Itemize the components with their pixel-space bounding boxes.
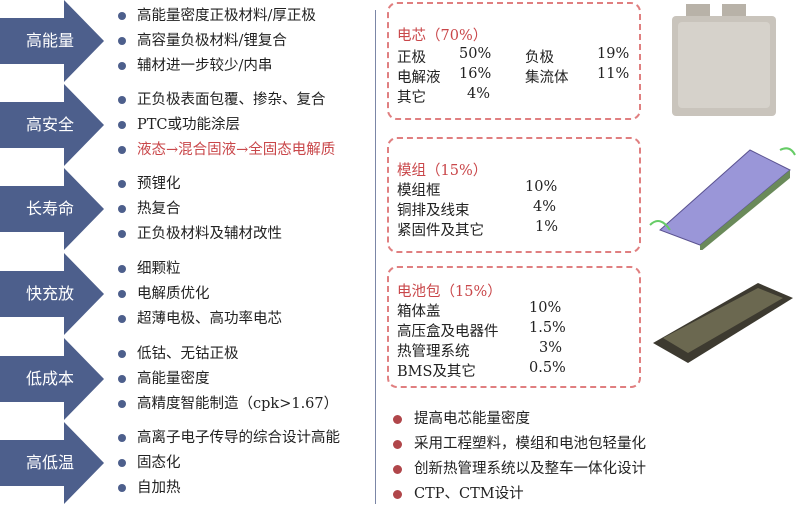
category-item: 固态化	[118, 451, 340, 476]
category-label: 高能量	[25, 31, 74, 50]
category-item: 低钴、无钴正极	[118, 342, 338, 367]
category-label: 快充放	[25, 284, 74, 303]
category-label: 高安全	[25, 115, 74, 134]
arrow-icon	[0, 168, 104, 250]
battery-pack-image	[653, 283, 793, 363]
category-item: 预锂化	[118, 172, 282, 197]
category-item: PTC或功能涂层	[118, 113, 335, 138]
category-item: 正负极表面包覆、掺杂、复合	[118, 88, 335, 113]
improvement-item: 采用工程塑料，模组和电池包轻量化	[393, 432, 646, 457]
pack-cost-box: 电池包（15%） 箱体盖 10% 高压盒及电器件 1.5% 热管理系统 3% BMS及…	[387, 266, 641, 388]
category-items: 细颗粒 电解质优化 超薄电极、高功率电芯	[118, 257, 282, 332]
category-item: 正负极材料及辅材改性	[118, 222, 282, 247]
category-label: 低成本	[25, 369, 74, 388]
divider	[375, 10, 376, 504]
category-arrow: 高低温	[0, 422, 128, 504]
arrow-icon	[0, 338, 104, 420]
battery-module-image	[649, 147, 796, 250]
arrow-icon	[0, 84, 104, 166]
category-item: 高离子电子传导的综合设计高能	[118, 426, 340, 451]
improvement-item: CTP、CTM设计	[393, 482, 646, 507]
arrow-icon	[0, 253, 104, 335]
category-items: 高离子电子传导的综合设计高能 固态化 自加热	[118, 426, 340, 501]
category-item: 高能量密度	[118, 367, 338, 392]
category-item: 高能量密度正极材料/厚正极	[118, 4, 316, 29]
category-label: 长寿命	[25, 199, 74, 218]
category-items: 正负极表面包覆、掺杂、复合 PTC或功能涂层 液态→混合固液→全固态电解质	[118, 88, 335, 163]
cell-title: 电芯（70%）	[397, 28, 488, 44]
category-item: 自加热	[118, 476, 340, 501]
category-items: 高能量密度正极材料/厚正极 高容量负极材料/锂复合 辅材进一步较少/内串	[118, 4, 316, 79]
category-label: 高低温	[25, 453, 74, 472]
category-arrow: 高安全	[0, 84, 128, 166]
improvement-list: 提高电芯能量密度 采用工程塑料，模组和电池包轻量化 创新热管理系统以及整车一体化…	[393, 407, 646, 507]
category-item: 高精度智能制造（cpk>1.67）	[118, 392, 338, 417]
category-item: 辅材进一步较少/内串	[118, 54, 316, 79]
category-arrow: 高能量	[0, 0, 128, 82]
category-item: 热复合	[118, 197, 282, 222]
improvement-item: 创新热管理系统以及整车一体化设计	[393, 457, 646, 482]
module-cost-box: 模组（15%） 模组框 10% 铜排及线束 4% 紧固件及其它 1%	[387, 137, 641, 253]
cell-cost-box: 电芯（70%） 正极 50% 负极 19% 电解液 16% 集流体 11% 其它 4%	[387, 2, 641, 120]
module-title: 模组（15%）	[397, 163, 488, 179]
category-items: 低钴、无钴正极 高能量密度 高精度智能制造（cpk>1.67）	[118, 342, 338, 417]
category-item: 细颗粒	[118, 257, 282, 282]
arrow-icon	[0, 422, 104, 504]
category-arrow: 快充放	[0, 253, 128, 335]
category-arrow: 低成本	[0, 338, 128, 420]
pouch-cell-image	[672, 4, 776, 116]
improvement-item: 提高电芯能量密度	[393, 407, 646, 432]
category-items: 预锂化 热复合 正负极材料及辅材改性	[118, 172, 282, 247]
category-arrow: 长寿命	[0, 168, 128, 250]
arrow-icon	[0, 0, 104, 82]
category-item: 电解质优化	[118, 282, 282, 307]
category-item: 液态→混合固液→全固态电解质	[118, 138, 335, 163]
category-item: 高容量负极材料/锂复合	[118, 29, 316, 54]
pack-title: 电池包（15%）	[397, 284, 502, 300]
category-item: 超薄电极、高功率电芯	[118, 307, 282, 332]
